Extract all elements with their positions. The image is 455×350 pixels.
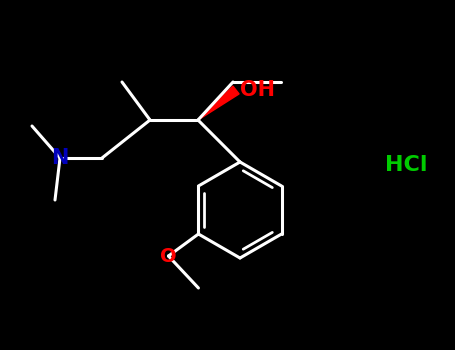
Text: OH: OH	[240, 80, 275, 100]
Text: O: O	[160, 246, 177, 266]
Polygon shape	[198, 86, 239, 120]
Text: HCl: HCl	[385, 155, 428, 175]
Text: N: N	[51, 148, 69, 168]
